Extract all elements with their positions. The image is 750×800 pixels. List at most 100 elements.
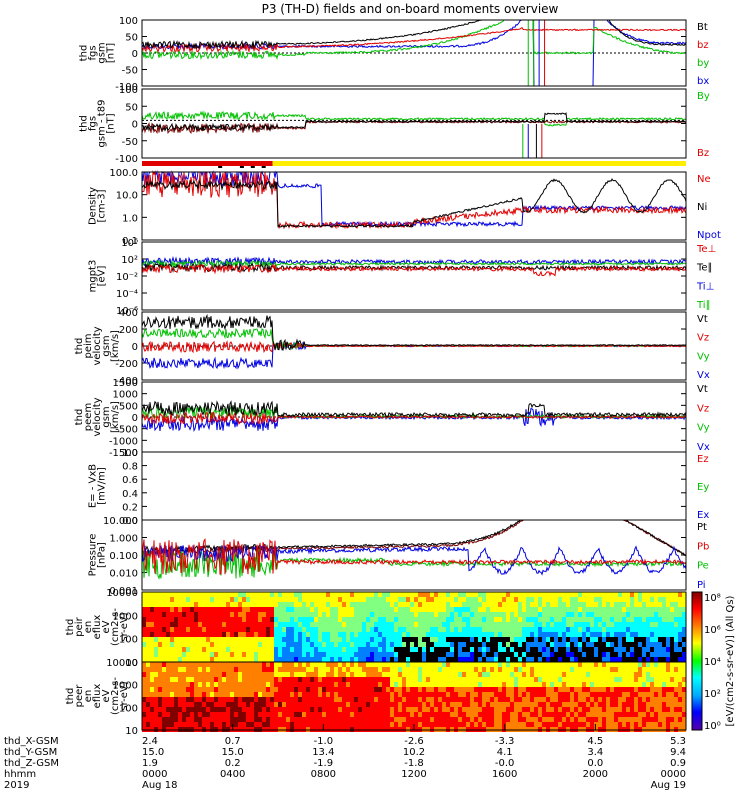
heat-cell <box>470 682 474 687</box>
heat-cell <box>442 692 446 697</box>
heat-cell <box>238 617 242 622</box>
heat-cell <box>646 712 650 717</box>
heat-cell <box>598 682 602 687</box>
heat-cell <box>542 687 546 692</box>
heat-cell <box>166 712 170 717</box>
heat-cell <box>678 627 682 632</box>
heat-cell <box>558 662 562 667</box>
heat-cell <box>286 672 290 677</box>
heat-cell <box>250 592 254 597</box>
heat-cell <box>174 597 178 602</box>
heat-cell <box>558 667 562 672</box>
heat-cell <box>534 627 538 632</box>
heat-cell <box>182 697 186 702</box>
heat-cell <box>622 622 626 627</box>
heat-cell <box>574 667 578 672</box>
heat-cell <box>358 642 362 647</box>
heat-cell <box>230 682 234 687</box>
heat-cell <box>238 622 242 627</box>
heat-cell <box>466 717 470 722</box>
heat-cell <box>526 687 530 692</box>
heat-cell <box>578 672 582 677</box>
heat-cell <box>298 632 302 637</box>
heat-cell <box>314 617 318 622</box>
heat-cell <box>666 632 670 637</box>
heat-cell <box>490 672 494 677</box>
heat-cell <box>158 592 162 597</box>
heat-cell <box>398 612 402 617</box>
heat-cell <box>450 697 454 702</box>
heat-cell <box>390 697 394 702</box>
heat-cell <box>626 607 630 612</box>
heat-cell <box>338 667 342 672</box>
heat-cell <box>186 592 190 597</box>
heat-cell <box>290 652 294 657</box>
heat-cell <box>434 652 438 657</box>
heat-cell <box>182 597 186 602</box>
panel-frame <box>141 241 687 311</box>
heat-cell <box>454 612 458 617</box>
heat-cell <box>594 722 598 727</box>
heat-cell <box>342 687 346 692</box>
heat-cell <box>402 662 406 667</box>
heat-cell <box>602 627 606 632</box>
heat-cell <box>458 617 462 622</box>
heat-cell <box>490 632 494 637</box>
heat-cell <box>438 692 442 697</box>
heat-cell <box>386 697 390 702</box>
heat-cell <box>438 672 442 677</box>
heat-cell <box>234 592 238 597</box>
heat-cell <box>578 617 582 622</box>
heat-cell <box>218 722 222 727</box>
heat-cell <box>174 602 178 607</box>
heat-cell <box>266 652 270 657</box>
heat-cell <box>454 677 458 682</box>
heat-cell <box>166 652 170 657</box>
heat-cell <box>466 617 470 622</box>
heat-cell <box>498 642 502 647</box>
heat-cell <box>614 707 618 712</box>
heat-cell <box>482 702 486 707</box>
heat-cell <box>354 687 358 692</box>
heat-cell <box>526 717 530 722</box>
heat-cell <box>622 692 626 697</box>
heat-cell <box>670 602 674 607</box>
heat-cell <box>310 592 314 597</box>
heat-cell <box>370 597 374 602</box>
heat-cell <box>174 647 178 652</box>
heat-cell <box>274 597 278 602</box>
y-tick-label: 100 <box>119 635 138 646</box>
heat-cell <box>518 677 522 682</box>
heat-cell <box>510 612 514 617</box>
y-tick-label: 0.001 <box>109 586 138 597</box>
heat-cell <box>470 662 474 667</box>
y-axis-label: peer <box>74 684 85 708</box>
heat-cell <box>206 722 210 727</box>
heat-cell <box>198 652 202 657</box>
heat-cell <box>262 677 266 682</box>
heat-cell <box>354 677 358 682</box>
heat-cell <box>494 647 498 652</box>
heat-cell <box>378 592 382 597</box>
y-tick-label: 1000 <box>113 611 138 622</box>
heat-cell <box>314 672 318 677</box>
heat-cell <box>418 677 422 682</box>
heat-cell <box>354 637 358 642</box>
heat-cell <box>638 627 642 632</box>
heat-cell <box>154 592 158 597</box>
heat-cell <box>594 637 598 642</box>
heat-cell <box>590 607 594 612</box>
heat-cell <box>534 667 538 672</box>
heat-cell <box>642 597 646 602</box>
heat-cell <box>626 612 630 617</box>
heat-cell <box>358 607 362 612</box>
y-tick-label: 50 <box>125 33 138 44</box>
heat-cell <box>554 672 558 677</box>
heat-cell <box>378 612 382 617</box>
heat-cell <box>286 677 290 682</box>
heat-cell <box>630 707 634 712</box>
heat-cell <box>318 622 322 627</box>
heat-cell <box>334 652 338 657</box>
heat-cell <box>186 722 190 727</box>
heat-cell <box>450 637 454 642</box>
